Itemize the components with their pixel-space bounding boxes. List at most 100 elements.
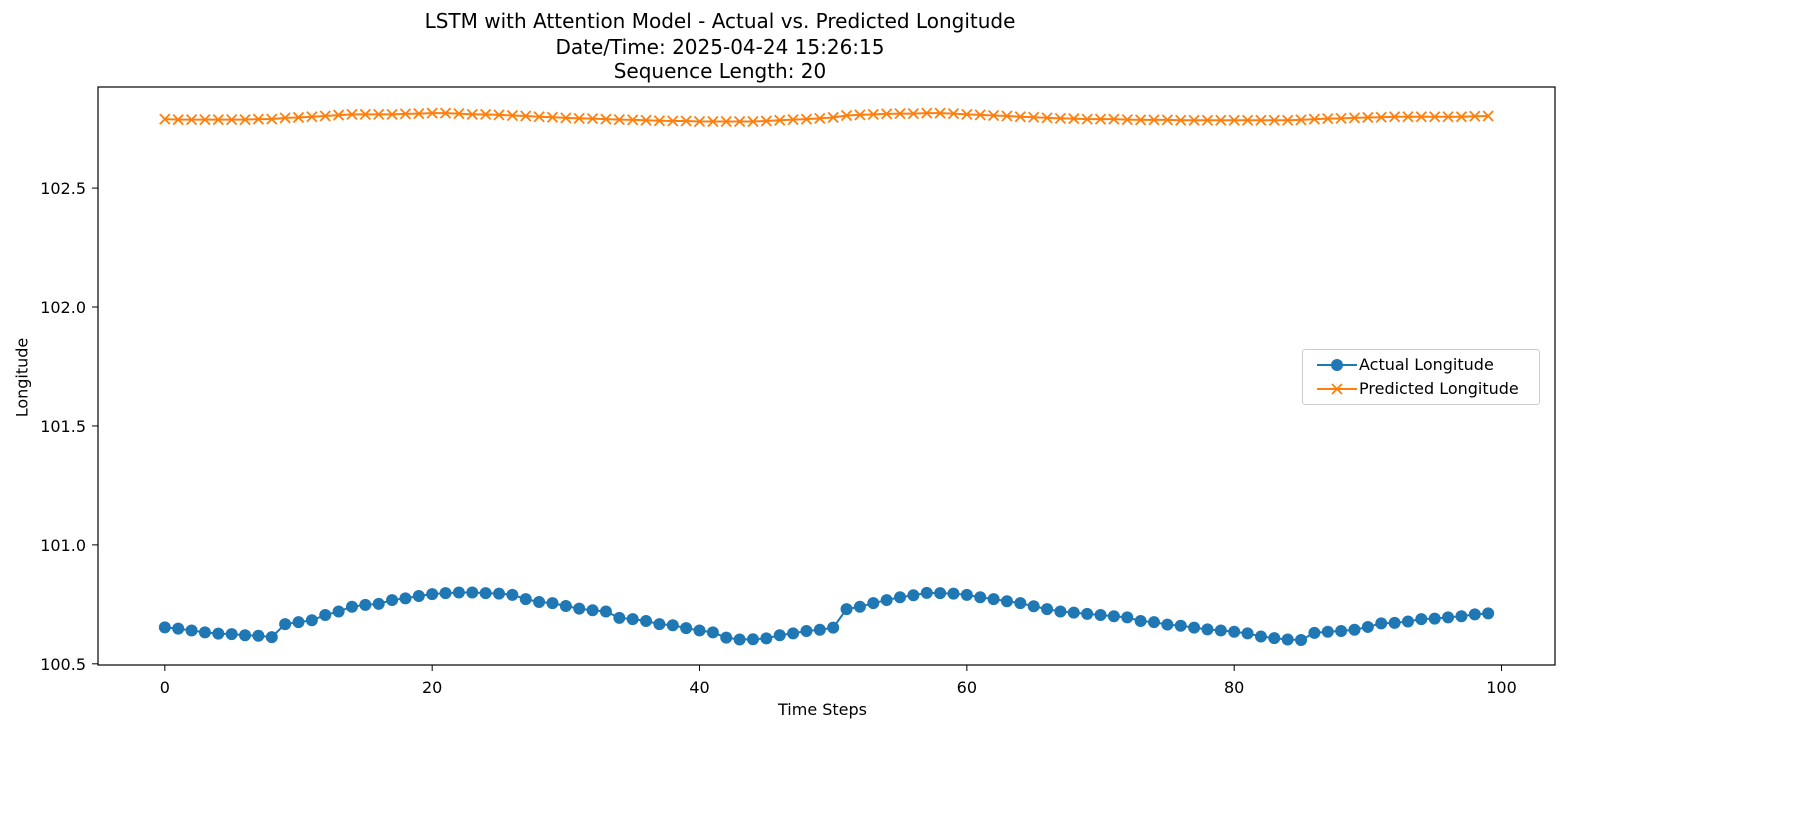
- point-predicted: [934, 107, 946, 119]
- point-predicted: [453, 108, 465, 120]
- point-predicted: [1014, 111, 1026, 123]
- point-actual: [1388, 616, 1401, 629]
- x-tick-label: 100: [1486, 678, 1517, 697]
- point-predicted: [1469, 110, 1481, 122]
- point-predicted: [1255, 114, 1267, 126]
- point-actual: [1254, 630, 1267, 643]
- series-line-predicted: [164, 112, 1489, 123]
- point-predicted: [1201, 114, 1214, 126]
- point-predicted: [1362, 111, 1374, 124]
- x-tick-label: 0: [160, 678, 170, 697]
- point-predicted: [733, 115, 746, 128]
- point-actual: [493, 587, 506, 600]
- series-line-actual: [164, 591, 1489, 642]
- point-predicted: [1175, 114, 1187, 126]
- point-predicted: [921, 107, 933, 119]
- point-predicted: [1028, 111, 1040, 123]
- point-predicted: [1322, 112, 1334, 125]
- point-predicted: [546, 111, 559, 123]
- point-actual: [292, 616, 305, 629]
- point-actual: [853, 600, 866, 613]
- point-predicted: [707, 115, 719, 128]
- point-actual: [746, 633, 759, 646]
- legend-marker-actual: [1317, 359, 1357, 371]
- point-actual: [519, 593, 532, 606]
- point-predicted: [907, 108, 920, 120]
- x-axis: 0 20 40 60 80 100: [160, 665, 1517, 697]
- point-actual: [680, 622, 693, 635]
- point-actual: [399, 592, 412, 605]
- point-predicted: [1068, 112, 1080, 125]
- point-actual: [412, 590, 425, 603]
- point-predicted: [252, 113, 265, 125]
- point-actual: [1295, 634, 1308, 647]
- point-predicted: [520, 110, 532, 122]
- legend: Actual Longitude Predicted Longitude: [1302, 349, 1540, 405]
- point-predicted: [212, 113, 224, 126]
- point-predicted: [894, 108, 906, 120]
- point-actual: [1375, 617, 1388, 630]
- point-actual: [573, 602, 586, 615]
- point-predicted: [627, 114, 639, 126]
- point-actual: [305, 614, 318, 627]
- point-actual: [1468, 608, 1481, 621]
- point-actual: [1268, 632, 1281, 645]
- point-predicted: [613, 113, 625, 126]
- point-actual: [1281, 633, 1294, 646]
- point-actual: [1147, 616, 1160, 629]
- point-predicted: [1282, 114, 1294, 126]
- point-actual: [773, 629, 786, 642]
- point-actual: [279, 618, 292, 631]
- point-predicted: [881, 108, 893, 120]
- point-predicted: [480, 108, 492, 120]
- point-predicted: [332, 109, 345, 121]
- point-predicted: [854, 109, 866, 121]
- plot-frame: [97, 86, 1556, 666]
- point-predicted: [1429, 111, 1441, 123]
- point-predicted: [266, 113, 278, 125]
- point-predicted: [774, 114, 786, 126]
- point-actual: [319, 609, 332, 622]
- point-actual: [1041, 603, 1054, 616]
- point-actual: [546, 597, 559, 610]
- point-predicted: [533, 111, 545, 123]
- point-actual: [506, 588, 519, 601]
- point-predicted: [947, 108, 960, 120]
- point-predicted: [279, 112, 291, 124]
- point-actual: [733, 633, 746, 646]
- point-predicted: [987, 109, 1000, 122]
- point-predicted: [827, 111, 839, 124]
- point-actual: [987, 593, 1000, 606]
- point-predicted: [399, 108, 412, 120]
- point-predicted: [1482, 110, 1494, 122]
- point-predicted: [1308, 113, 1321, 125]
- point-actual: [426, 588, 439, 601]
- point-predicted: [199, 113, 211, 126]
- point-actual: [332, 605, 345, 618]
- point-actual: [1201, 623, 1214, 636]
- point-predicted: [346, 108, 358, 120]
- point-predicted: [426, 107, 438, 119]
- chart-subtitle-sequence: Sequence Length: 20: [613, 59, 827, 83]
- point-predicted: [413, 108, 425, 120]
- point-actual: [479, 587, 492, 600]
- point-predicted: [1081, 113, 1093, 125]
- y-tick-label: 101.5: [40, 417, 86, 436]
- point-actual: [239, 629, 252, 642]
- point-actual: [1348, 623, 1361, 636]
- point-actual: [359, 598, 372, 611]
- point-predicted: [319, 110, 331, 122]
- point-actual: [1361, 620, 1374, 633]
- point-predicted: [640, 114, 652, 126]
- point-actual: [1054, 605, 1067, 618]
- point-actual: [720, 631, 733, 644]
- point-predicted: [586, 112, 599, 125]
- point-actual: [225, 628, 238, 641]
- point-actual: [1188, 621, 1201, 634]
- point-predicted: [693, 115, 706, 128]
- y-axis-label: Longitude: [12, 337, 32, 418]
- point-actual: [212, 627, 225, 640]
- legend-marker-predicted: [1317, 383, 1357, 395]
- point-actual: [1214, 624, 1227, 637]
- point-actual: [1241, 627, 1254, 640]
